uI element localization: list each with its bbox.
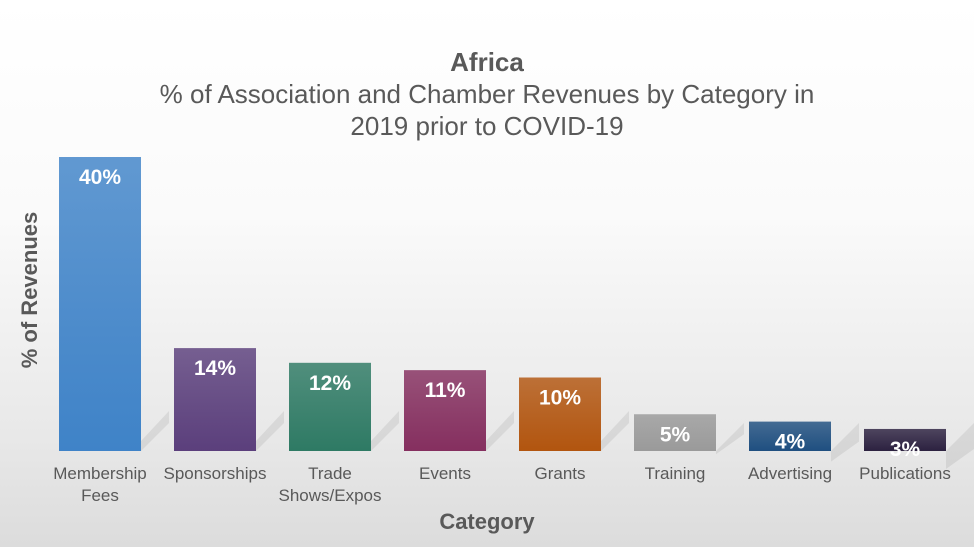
data-label-2: 12% <box>309 372 351 395</box>
bar-0 <box>59 157 141 451</box>
x-tick-label-2-line-2: Shows/Expos <box>279 486 382 505</box>
bar-shadow <box>716 423 744 455</box>
bar-3 <box>404 370 486 451</box>
data-label-0: 40% <box>79 166 121 189</box>
x-tick-label-5: Training <box>645 464 706 483</box>
x-tick-label-0-line-2: Fees <box>81 486 119 505</box>
x-tick-label-2: Trade <box>308 464 352 483</box>
data-label-6: 4% <box>775 431 806 454</box>
bar-shadow <box>946 423 974 469</box>
data-label-4: 10% <box>539 387 581 410</box>
x-axis-label: Category <box>439 509 535 534</box>
chart-title-block: Africa % of Association and Chamber Reve… <box>0 46 974 142</box>
chart-title: Africa <box>450 47 524 77</box>
x-tick-label-4: Grants <box>534 464 585 483</box>
x-tick-label-3: Events <box>419 464 471 483</box>
bar-shadow <box>831 423 859 462</box>
data-label-7: 3% <box>890 438 921 461</box>
x-tick-label-1: Sponsorships <box>163 464 266 483</box>
x-tick-label-7: Publications <box>859 464 951 483</box>
bar-4 <box>519 377 601 451</box>
chart-subtitle-line-1: % of Association and Chamber Revenues by… <box>159 79 815 109</box>
bar-2 <box>289 362 371 451</box>
data-label-3: 11% <box>425 379 466 402</box>
data-label-1: 14% <box>194 357 236 380</box>
bar-shadow <box>256 411 284 451</box>
bar-5 <box>634 414 716 451</box>
x-tick-label-6: Advertising <box>748 464 832 483</box>
bar-7 <box>864 428 946 451</box>
bar-shadow <box>371 411 399 451</box>
bar-shadow <box>486 411 514 451</box>
chart-subtitle-line-2: 2019 prior to COVID-19 <box>350 111 624 141</box>
bar-1 <box>174 348 256 451</box>
bar-shadow <box>601 411 629 451</box>
data-label-5: 5% <box>660 423 691 446</box>
bar-6 <box>749 421 831 451</box>
bar-shadow <box>141 411 169 451</box>
x-tick-label-0: Membership <box>53 464 147 483</box>
